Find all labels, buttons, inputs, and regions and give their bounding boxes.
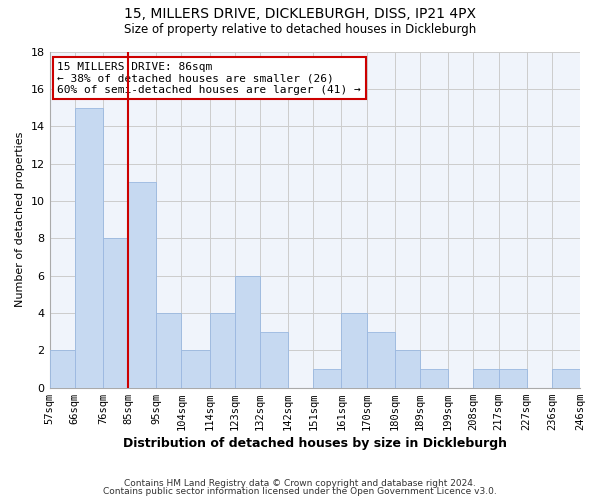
Bar [395,350,420,388]
Bar [473,369,499,388]
Text: Contains HM Land Registry data © Crown copyright and database right 2024.: Contains HM Land Registry data © Crown c… [124,478,476,488]
Bar [156,313,181,388]
Bar [75,108,103,388]
Bar [128,182,156,388]
Bar [552,369,580,388]
Bar [50,350,75,388]
Text: Contains public sector information licensed under the Open Government Licence v3: Contains public sector information licen… [103,487,497,496]
Y-axis label: Number of detached properties: Number of detached properties [15,132,25,308]
Bar [313,369,341,388]
Text: 15, MILLERS DRIVE, DICKLEBURGH, DISS, IP21 4PX: 15, MILLERS DRIVE, DICKLEBURGH, DISS, IP… [124,8,476,22]
Bar [341,313,367,388]
Bar [209,313,235,388]
Text: 15 MILLERS DRIVE: 86sqm
← 38% of detached houses are smaller (26)
60% of semi-de: 15 MILLERS DRIVE: 86sqm ← 38% of detache… [58,62,361,95]
Bar [181,350,209,388]
Bar [420,369,448,388]
Bar [103,238,128,388]
Text: Size of property relative to detached houses in Dickleburgh: Size of property relative to detached ho… [124,22,476,36]
Bar [260,332,288,388]
X-axis label: Distribution of detached houses by size in Dickleburgh: Distribution of detached houses by size … [123,437,507,450]
Bar [367,332,395,388]
Bar [499,369,527,388]
Bar [235,276,260,388]
